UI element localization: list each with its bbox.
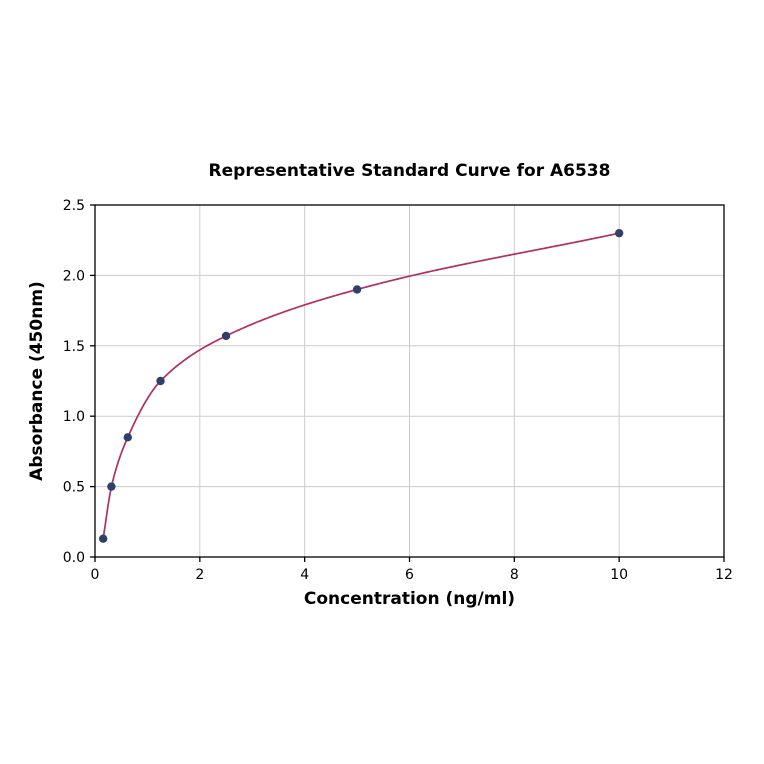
y-tick-label: 1.5 <box>63 339 85 355</box>
data-points <box>98 228 624 543</box>
x-tick-label: 0 <box>91 567 100 583</box>
x-tick-label: 4 <box>300 567 309 583</box>
data-point <box>156 376 165 386</box>
y-tick-label: 2.5 <box>63 198 85 214</box>
y-tick-label: 1.0 <box>63 409 85 425</box>
data-point <box>614 228 624 238</box>
chart-title: Representative Standard Curve for A6538 <box>208 161 611 181</box>
data-point <box>123 433 132 442</box>
y-tick-label: 0.5 <box>63 480 85 496</box>
fit-curve <box>102 232 620 539</box>
x-tick-label: 8 <box>510 567 519 583</box>
y-axis: 0.0 0.5 1.0 1.5 2.0 2.5 <box>63 198 95 566</box>
data-point <box>98 534 108 543</box>
x-tick-label: 2 <box>195 567 204 583</box>
y-tick-label: 2.0 <box>63 268 85 284</box>
y-tick-label: 0.0 <box>63 550 85 566</box>
data-point <box>221 331 231 341</box>
data-point <box>352 285 362 294</box>
x-tick-label: 10 <box>610 567 628 583</box>
x-tick-label: 6 <box>405 567 414 583</box>
x-tick-label: 12 <box>715 567 733 583</box>
x-axis: 0 2 4 6 8 10 12 <box>91 557 733 583</box>
gridlines <box>94 204 725 558</box>
data-point <box>107 482 116 491</box>
x-axis-label: Concentration (ng/ml) <box>303 589 516 609</box>
